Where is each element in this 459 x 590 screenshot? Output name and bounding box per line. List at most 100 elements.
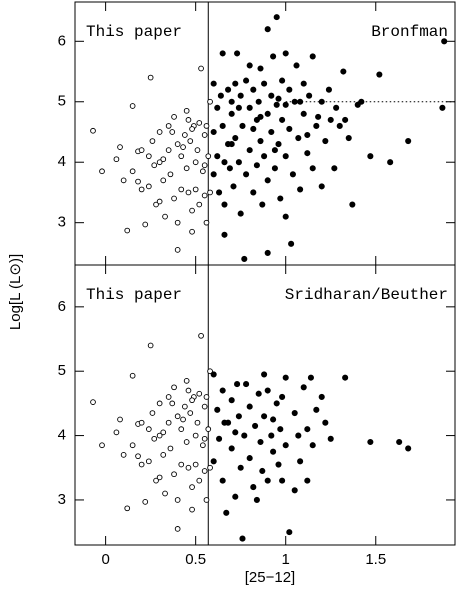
data-point bbox=[246, 403, 253, 410]
data-point bbox=[289, 171, 296, 178]
data-point bbox=[135, 178, 141, 185]
data-point bbox=[315, 113, 322, 120]
data-point bbox=[271, 165, 278, 172]
data-point bbox=[189, 207, 195, 214]
data-point bbox=[178, 461, 185, 468]
data-point bbox=[239, 122, 246, 129]
data-point bbox=[219, 50, 226, 57]
data-point bbox=[174, 526, 181, 532]
data-point bbox=[214, 104, 221, 111]
series-label: This paper bbox=[86, 286, 182, 304]
data-point bbox=[271, 147, 278, 154]
data-point bbox=[201, 132, 208, 138]
y-tick-label: 4 bbox=[58, 427, 66, 444]
data-point bbox=[165, 419, 172, 426]
data-point bbox=[162, 490, 168, 497]
data-point bbox=[304, 131, 311, 139]
data-point bbox=[185, 464, 192, 471]
data-point bbox=[216, 435, 223, 442]
data-point bbox=[182, 132, 188, 138]
data-point bbox=[120, 452, 127, 458]
data-point bbox=[277, 426, 284, 433]
data-point bbox=[124, 227, 131, 234]
data-point bbox=[192, 159, 199, 166]
data-point bbox=[145, 426, 152, 432]
data-point bbox=[232, 134, 239, 142]
x-tick-label: 0.5 bbox=[185, 551, 206, 568]
data-point bbox=[264, 249, 271, 256]
data-point bbox=[232, 80, 239, 87]
data-point bbox=[257, 438, 264, 446]
data-point bbox=[255, 98, 262, 105]
data-point bbox=[250, 86, 257, 93]
data-point bbox=[196, 120, 203, 126]
data-point bbox=[178, 426, 185, 432]
data-point bbox=[138, 419, 145, 426]
data-point bbox=[90, 127, 96, 134]
data-point bbox=[257, 65, 264, 72]
data-point bbox=[113, 429, 120, 436]
x-tick-label: 1.5 bbox=[365, 551, 386, 568]
data-point bbox=[210, 80, 217, 87]
data-point bbox=[183, 439, 190, 445]
data-point bbox=[200, 168, 206, 175]
data-point bbox=[169, 129, 176, 135]
data-point bbox=[297, 98, 304, 105]
data-point bbox=[268, 92, 275, 99]
data-point bbox=[174, 247, 181, 253]
data-point bbox=[405, 138, 412, 145]
data-point bbox=[259, 201, 266, 208]
data-point bbox=[221, 231, 228, 238]
data-point bbox=[149, 138, 156, 144]
data-point bbox=[200, 442, 206, 449]
data-point bbox=[210, 458, 217, 465]
data-point bbox=[270, 416, 277, 423]
data-point bbox=[160, 452, 167, 458]
data-point bbox=[205, 426, 212, 432]
data-point bbox=[171, 471, 177, 478]
data-point bbox=[295, 432, 302, 439]
data-point bbox=[367, 438, 374, 446]
data-point bbox=[234, 50, 241, 57]
data-point bbox=[201, 468, 208, 474]
data-point bbox=[277, 195, 284, 202]
data-point bbox=[145, 183, 152, 190]
data-point bbox=[226, 165, 233, 172]
data-point bbox=[171, 195, 177, 202]
data-point bbox=[156, 129, 163, 135]
data-point bbox=[286, 86, 293, 93]
data-point bbox=[309, 442, 316, 449]
data-point bbox=[243, 77, 250, 84]
data-point bbox=[183, 107, 190, 114]
data-point bbox=[198, 332, 204, 339]
data-point bbox=[203, 123, 210, 129]
data-point bbox=[439, 104, 446, 111]
data-point bbox=[243, 381, 250, 388]
data-point bbox=[250, 484, 257, 491]
data-point bbox=[210, 371, 217, 378]
data-point bbox=[228, 98, 235, 105]
data-point bbox=[275, 95, 282, 102]
data-point bbox=[207, 368, 213, 375]
data-point bbox=[295, 134, 302, 142]
data-point bbox=[387, 159, 394, 166]
data-point bbox=[293, 62, 300, 69]
data-point bbox=[160, 429, 167, 436]
y-axis-label: Log[L (L⊙)] bbox=[7, 254, 24, 330]
data-point bbox=[142, 499, 149, 505]
data-point bbox=[129, 372, 136, 379]
data-point bbox=[185, 189, 192, 196]
data-point bbox=[228, 110, 235, 117]
data-point bbox=[358, 98, 365, 105]
data-point bbox=[113, 156, 120, 163]
data-point bbox=[221, 159, 228, 166]
data-point bbox=[147, 74, 154, 81]
y-tick-label: 6 bbox=[58, 298, 66, 315]
data-point bbox=[189, 484, 195, 490]
data-point bbox=[230, 183, 237, 190]
data-point bbox=[313, 406, 320, 413]
data-point bbox=[183, 165, 190, 172]
data-point bbox=[201, 162, 208, 169]
data-point bbox=[174, 219, 181, 226]
